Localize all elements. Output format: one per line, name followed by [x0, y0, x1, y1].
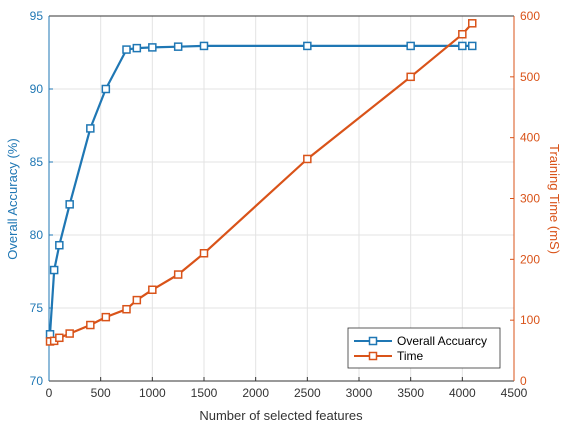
time-point	[101, 312, 111, 322]
time-point	[458, 30, 467, 39]
y-right-tick-label: 0	[520, 374, 527, 388]
plot-area	[49, 16, 514, 381]
legend: Overall Accuarcy Time	[347, 327, 501, 369]
time-point	[65, 329, 74, 338]
series-layer	[45, 19, 477, 346]
x-tick-label: 2000	[242, 386, 269, 400]
time-point	[303, 154, 312, 164]
accuracy-point	[468, 41, 477, 51]
y-axis-left-label: Overall Accuracy (%)	[5, 138, 20, 259]
y-right-tick-label: 600	[520, 9, 540, 23]
y-left-tick-label: 80	[30, 228, 44, 242]
time-point	[406, 72, 415, 82]
accuracy-point	[406, 41, 415, 51]
y-right-tick-label: 100	[520, 313, 540, 327]
accuracy-point	[55, 240, 64, 250]
legend-accuracy-label: Overall Accuarcy	[397, 334, 487, 348]
time-point	[173, 270, 183, 279]
x-tick-label: 500	[91, 386, 111, 400]
accuracy-point	[173, 42, 183, 51]
time-point	[132, 295, 142, 305]
x-tick-label: 3500	[397, 386, 424, 400]
time-point	[199, 249, 209, 258]
accuracy-point	[458, 41, 467, 51]
x-tick-label: 1000	[139, 386, 166, 400]
legend-time-marker	[368, 351, 378, 361]
y-left-tick-label: 95	[30, 9, 44, 23]
time-point	[468, 19, 477, 28]
time-point	[86, 320, 95, 330]
x-tick-label: 4500	[501, 386, 528, 400]
y-axis-right-label: Training Time (mS)	[547, 144, 562, 254]
grid	[49, 16, 514, 381]
x-tick-label: 4000	[449, 386, 476, 400]
y-right-tick-label: 200	[520, 252, 540, 266]
legend-accuracy-marker	[368, 336, 378, 346]
accuracy-point	[199, 41, 209, 51]
x-tick-label: 2500	[294, 386, 321, 400]
accuracy-point	[49, 265, 59, 275]
accuracy-point	[148, 43, 157, 52]
legend-box	[347, 327, 501, 369]
accuracy-point	[303, 41, 312, 51]
time-point	[148, 285, 157, 294]
y-left-tick-label: 90	[30, 82, 44, 96]
legend-time-label: Time	[397, 349, 424, 363]
accuracy-point	[101, 84, 111, 94]
y-right-tick-label: 400	[520, 131, 540, 145]
axes: 0 500 1000 1500 2000 2500 3000 3500 4000 45007075…	[30, 9, 541, 400]
time-point	[55, 333, 64, 343]
accuracy-point	[122, 45, 131, 54]
y-right-tick-label: 500	[520, 70, 540, 84]
time-point	[122, 304, 131, 314]
accuracy-point	[132, 43, 142, 53]
y-right-tick-label: 300	[520, 192, 540, 206]
y-left-tick-label: 75	[30, 301, 44, 315]
y-left-tick-label: 85	[30, 155, 44, 169]
y-left-tick-label: 70	[30, 374, 44, 388]
x-tick-label: 1500	[191, 386, 218, 400]
accuracy-point	[65, 200, 74, 209]
accuracy-point	[86, 124, 95, 133]
x-axis-label: Number of selected features	[199, 408, 363, 423]
x-tick-label: 0	[46, 386, 53, 400]
x-tick-label: 3000	[346, 386, 373, 400]
